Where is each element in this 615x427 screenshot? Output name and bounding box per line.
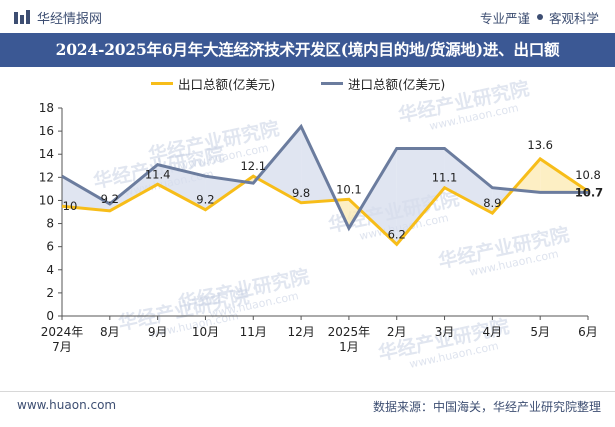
area-between-series bbox=[157, 164, 206, 210]
export-data-label: 11.1 bbox=[432, 171, 458, 185]
export-data-label: 6.2 bbox=[388, 227, 406, 241]
legend-swatch-import bbox=[321, 81, 343, 85]
footer-source: 数据来源：中国海关，华经产业研究院整理 bbox=[372, 400, 601, 414]
area-between-series bbox=[396, 148, 445, 245]
y-tick-label: 12 bbox=[39, 170, 54, 184]
export-data-label: 9.8 bbox=[292, 186, 310, 200]
slogan: 专业严谨 客观科学 bbox=[480, 8, 599, 26]
export-data-label: 13.6 bbox=[527, 138, 553, 152]
slogan-right: 客观科学 bbox=[548, 10, 599, 26]
x-tick-label: 12月 bbox=[287, 325, 314, 339]
brand-name: 华经情报网 bbox=[37, 11, 103, 27]
y-tick-label: 6 bbox=[46, 240, 54, 254]
import-series-line bbox=[61, 123, 588, 232]
y-tick-label: 2 bbox=[46, 286, 54, 300]
export-data-label: 10.8 bbox=[575, 168, 601, 182]
area-between-series bbox=[444, 148, 493, 214]
y-tick-label: 18 bbox=[39, 101, 54, 115]
y-tick-label: 14 bbox=[39, 147, 54, 161]
x-tick-label: 2025年 1月 bbox=[328, 325, 371, 354]
x-tick-label: 6月 bbox=[578, 325, 598, 339]
export-data-label: 11.4 bbox=[145, 167, 171, 181]
legend-swatch-export bbox=[151, 81, 173, 85]
import-data-label: 10.7 bbox=[575, 185, 603, 199]
export-data-label: 10 bbox=[63, 199, 78, 213]
export-data-label: 9.2 bbox=[196, 193, 214, 207]
x-tick-label: 9月 bbox=[148, 325, 168, 339]
title-bar: 2024-2025年6月年大连经济技术开发区(境内目的地/货源地)进、出口额 bbox=[0, 33, 615, 67]
footer-website[interactable]: www.huaon.com bbox=[17, 398, 117, 412]
x-tick-label: 11月 bbox=[240, 325, 267, 339]
y-tick-label: 4 bbox=[46, 263, 54, 277]
export-data-label: 8.9 bbox=[483, 196, 501, 210]
x-tick-label: 2月 bbox=[387, 325, 407, 339]
export-data-label: 12.1 bbox=[240, 159, 266, 173]
area-between-series bbox=[359, 148, 397, 245]
footer-divider bbox=[0, 391, 615, 392]
y-tick-label: 16 bbox=[39, 124, 54, 138]
bar-chart-icon bbox=[14, 10, 30, 24]
x-tick-label: 2024年 7月 bbox=[41, 325, 84, 354]
x-tick-label: 5月 bbox=[530, 325, 550, 339]
y-tick-label: 0 bbox=[46, 309, 54, 323]
legend: 出口总额(亿美元) 进口总额(亿美元) bbox=[0, 73, 615, 93]
slogan-left: 专业严谨 bbox=[479, 10, 530, 26]
legend-item-export[interactable]: 出口总额(亿美元) bbox=[151, 73, 275, 93]
legend-item-import[interactable]: 进口总额(亿美元) bbox=[321, 73, 445, 93]
brand[interactable]: 华经情报网 bbox=[14, 8, 103, 27]
legend-label-import: 进口总额(亿美元) bbox=[348, 76, 446, 92]
y-tick-label: 8 bbox=[46, 217, 54, 231]
x-tick-label: 8月 bbox=[100, 325, 120, 339]
x-tick-label: 10月 bbox=[192, 325, 219, 339]
export-data-label: 10.1 bbox=[336, 182, 362, 196]
x-tick-label: 4月 bbox=[483, 325, 503, 339]
legend-label-export: 出口总额(亿美元) bbox=[178, 76, 276, 92]
chart-title: 2024-2025年6月年大连经济技术开发区(境内目的地/货源地)进、出口额 bbox=[55, 40, 560, 59]
y-tick-label: 10 bbox=[39, 193, 54, 207]
top-bar: 华经情报网 专业严谨 客观科学 bbox=[0, 0, 615, 33]
bullet-dot-icon bbox=[536, 14, 543, 20]
x-tick-label: 3月 bbox=[435, 325, 455, 339]
export-data-label: 9.2 bbox=[101, 192, 119, 206]
export-series-line bbox=[61, 156, 589, 247]
